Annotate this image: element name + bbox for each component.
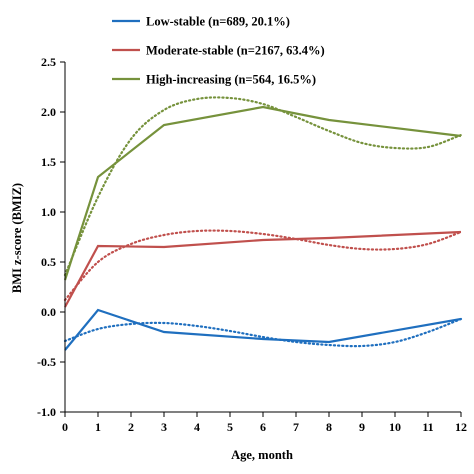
- x-tick-label: 9: [359, 420, 365, 434]
- y-tick-label: 1.5: [41, 155, 56, 169]
- x-tick-label: 2: [128, 420, 134, 434]
- moderate-stable-observed-line: [64, 230, 462, 308]
- x-tick-label: 1: [95, 420, 101, 434]
- x-tick-label: 0: [62, 420, 68, 434]
- low-stable-fitted-line: [63, 317, 463, 348]
- legend: Low-stable (n=689, 20.1%) Moderate-stable…: [112, 15, 325, 87]
- y-tick-label: 2.5: [41, 55, 56, 69]
- y-tick-label: 1.0: [41, 205, 56, 219]
- legend-label: Moderate-stable (n=2167, 63.4%): [146, 44, 325, 58]
- y-tick-label: -0.5: [37, 355, 56, 369]
- y-tick-label: 0.5: [41, 255, 56, 269]
- x-tick-label: 3: [161, 420, 167, 434]
- high-increasing-observed-line: [63, 105, 462, 281]
- legend-label: High-increasing (n=564, 16.5%): [146, 73, 316, 87]
- x-tick-label: 6: [260, 420, 266, 434]
- legend-label: Low-stable (n=689, 20.1%): [146, 15, 290, 29]
- y-tick-label: 0.0: [41, 305, 56, 319]
- moderate-stable-fitted-line: [63, 229, 463, 302]
- x-axis-title: Age, month: [231, 448, 293, 462]
- high-increasing-fitted-line: [63, 96, 463, 277]
- y-axis-title: BMI z-score (BMIZ): [10, 183, 24, 293]
- y-tick-label: -1.0: [37, 405, 56, 419]
- low-stable-observed-line: [64, 308, 462, 351]
- x-tick-label: 12: [455, 420, 467, 434]
- x-tick-label: 11: [422, 420, 433, 434]
- plot-lines: [63, 96, 463, 351]
- x-tick-label: 10: [389, 420, 401, 434]
- axes: -1.0-0.50.00.51.01.52.02.50 1 2 3 4 5 6 7 8 9 10 11…: [37, 55, 467, 434]
- x-tick-label: 7: [293, 420, 299, 434]
- y-tick-label: 2.0: [41, 105, 56, 119]
- x-tick-label: 4: [194, 420, 200, 434]
- x-tick-label: 8: [326, 420, 332, 434]
- x-tick-label: 5: [227, 420, 233, 434]
